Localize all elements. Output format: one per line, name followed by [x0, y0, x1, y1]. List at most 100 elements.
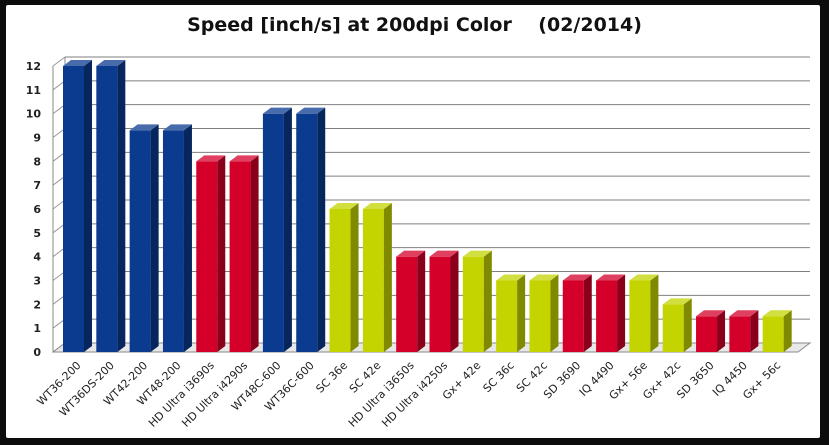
bar-side [283, 107, 292, 353]
x-tick-label: SD 3650 [674, 359, 716, 401]
bar-front [429, 256, 451, 352]
y-tick-label: 8 [33, 155, 41, 168]
bar-front [496, 280, 518, 352]
y-tick-label: 7 [33, 179, 41, 192]
bar-front [729, 316, 751, 352]
bar [496, 274, 526, 352]
bar-side [150, 124, 159, 352]
y-tick-label: 11 [26, 84, 41, 97]
bar-side [317, 107, 326, 353]
y-tick-label: 10 [26, 108, 42, 121]
bar-top [562, 274, 592, 281]
x-tick-label: SC 36c [481, 359, 517, 395]
bar [596, 274, 626, 352]
bar-front [596, 280, 618, 352]
bar-front [162, 130, 184, 352]
bar [696, 310, 726, 352]
bar-front [329, 209, 351, 352]
bar-top [329, 203, 359, 209]
y-tick-label: 3 [33, 275, 41, 288]
bar-top [729, 310, 759, 317]
bar [629, 274, 659, 352]
gridline-side [52, 56, 66, 67]
y-tick-label: 0 [33, 346, 41, 359]
bar-side [750, 310, 759, 352]
bar-side [84, 60, 92, 352]
bar [462, 250, 492, 352]
bar-side [517, 274, 526, 352]
bar [529, 274, 559, 352]
bar-front [63, 66, 84, 352]
bar [562, 274, 592, 352]
bar [396, 250, 426, 352]
bar-side [617, 274, 626, 352]
bar-top [262, 107, 292, 114]
bar-side [650, 274, 659, 352]
bar [262, 107, 292, 353]
bar-front [529, 280, 551, 352]
bar-top [296, 107, 326, 114]
bar-front [629, 280, 651, 352]
bar-top [462, 250, 492, 257]
bar-top [596, 274, 626, 281]
x-tick-label: SD 3690 [541, 359, 583, 401]
bar [729, 310, 759, 352]
bar-side [550, 274, 559, 352]
bar-top [762, 310, 792, 317]
bar-top [396, 250, 426, 257]
bar-front [262, 113, 284, 353]
bar-front [229, 161, 251, 352]
bar [129, 124, 159, 352]
bar-top [429, 250, 459, 257]
bar-top [496, 274, 526, 281]
bar-side [783, 310, 792, 352]
bar-front [462, 256, 484, 352]
bar-front [196, 161, 218, 352]
bar [162, 124, 192, 352]
bar [96, 60, 126, 352]
bar-front [96, 66, 118, 352]
bar-top [129, 124, 159, 131]
bar-top [63, 60, 92, 66]
y-tick-label: 12 [26, 60, 41, 73]
bar-front [362, 209, 384, 352]
bar-top [629, 274, 659, 281]
bar-side [117, 60, 126, 352]
bar [362, 203, 392, 352]
bar [762, 310, 792, 352]
bar-front [696, 316, 718, 352]
bar-top [96, 60, 126, 66]
bar-side [350, 203, 359, 352]
x-tick-label: SC 36e [313, 359, 350, 396]
chart-title: Speed [inch/s] at 200dpi Color (02/2014) [187, 14, 642, 36]
bar-front [662, 304, 684, 352]
y-tick-label: 5 [33, 227, 41, 240]
bar-top [362, 203, 392, 209]
bar [662, 298, 692, 352]
y-tick-label: 9 [33, 132, 41, 145]
bar-top [162, 124, 192, 131]
bar-front [762, 316, 784, 352]
bar-side [717, 310, 726, 352]
bar-side [417, 250, 426, 352]
bar-side [217, 155, 226, 352]
bar-top [196, 155, 226, 162]
bar-side [383, 203, 392, 352]
bar-top [662, 298, 692, 305]
bar-front [396, 256, 418, 352]
bar-top [696, 310, 726, 317]
y-tick-label: 6 [33, 203, 41, 216]
bar-top [529, 274, 559, 281]
bar [329, 203, 359, 352]
bar-front [296, 113, 318, 353]
bar [229, 155, 259, 352]
bar [296, 107, 326, 353]
bar-side [250, 155, 259, 352]
bar-front [129, 130, 151, 352]
bar-front [562, 280, 584, 352]
bar-top [229, 155, 259, 162]
y-tick-label: 4 [33, 251, 41, 264]
bar-side [683, 298, 692, 352]
y-tick-label: 2 [33, 298, 41, 311]
